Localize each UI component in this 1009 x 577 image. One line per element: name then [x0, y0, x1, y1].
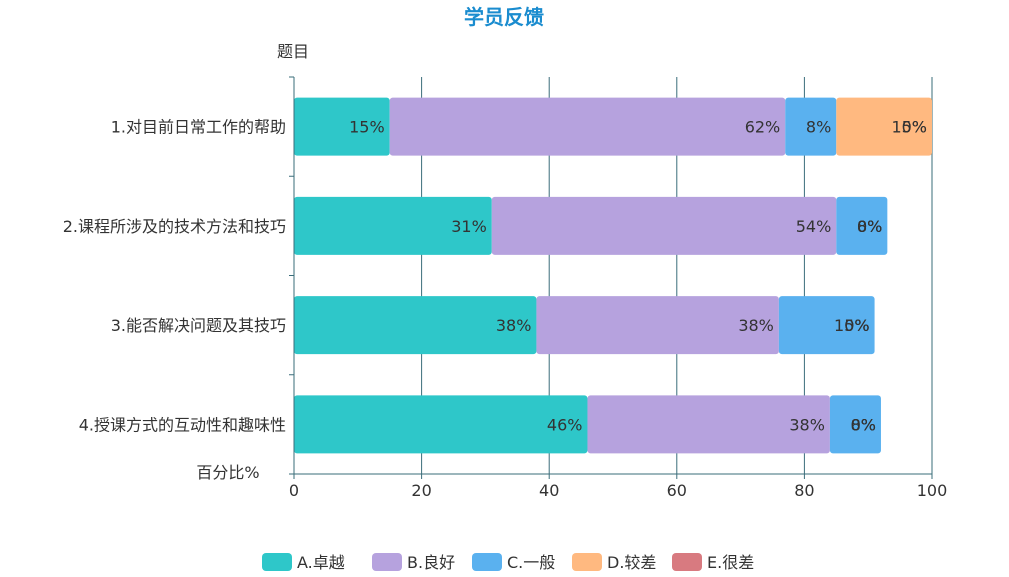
legend-swatch — [472, 553, 502, 571]
legend-label: A.卓越 — [297, 553, 345, 572]
data-label: 15% — [834, 316, 870, 335]
data-label: 0% — [902, 118, 927, 137]
legend-item[interactable]: D.较差 — [572, 553, 656, 572]
data-label: 0% — [857, 217, 882, 236]
legend-label: E.很差 — [707, 553, 754, 572]
data-label: 8% — [857, 217, 882, 236]
category-label: 4.授课方式的互动性和趣味性 — [79, 415, 286, 434]
data-label: 38% — [496, 316, 532, 335]
data-label: 0% — [844, 316, 869, 335]
x-tick-label: 60 — [667, 481, 687, 500]
category-label: 3.能否解决问题及其技巧 — [111, 316, 286, 335]
data-label: 15% — [891, 118, 927, 137]
legend-item[interactable]: B.良好 — [372, 553, 455, 572]
bar-segment — [778, 296, 875, 355]
legend-item[interactable]: A.卓越 — [262, 553, 345, 572]
data-label: 0% — [844, 316, 869, 335]
data-label: 0% — [851, 415, 876, 434]
legend-swatch — [372, 553, 402, 571]
legend-swatch — [572, 553, 602, 571]
x-tick-label: 40 — [539, 481, 559, 500]
chart-title: 学员反馈 — [464, 5, 544, 29]
data-label: 8% — [851, 415, 876, 434]
category-label: 1.对目前日常工作的帮助 — [111, 118, 286, 137]
x-tick-label: 100 — [917, 481, 948, 500]
legend-swatch — [262, 553, 292, 571]
data-labels: 15% 62% 8% 15%0%31% 54% 8%0%0%38% 38% 15%0%0%46… — [349, 118, 927, 435]
data-label: 46% — [547, 415, 583, 434]
data-label: 54% — [796, 217, 832, 236]
bars — [294, 97, 932, 454]
legend-label: C.一般 — [507, 553, 555, 572]
bar-segment — [389, 97, 786, 156]
bar-segment — [294, 97, 390, 156]
bar-segment — [491, 196, 837, 255]
data-label: 8% — [806, 118, 831, 137]
category-label: 2.课程所涉及的技术方法和技巧 — [63, 217, 286, 236]
legend-label: D.较差 — [607, 553, 656, 572]
data-label: 0% — [851, 415, 876, 434]
legend[interactable]: A.卓越 B.良好 C.一般 D.较差 E.很差 — [262, 553, 754, 572]
bar-segment — [294, 196, 492, 255]
data-label: 38% — [789, 415, 825, 434]
legend-label: B.良好 — [407, 553, 455, 572]
x-tick-label: 20 — [411, 481, 431, 500]
bar-segment — [587, 395, 830, 454]
axes: 0 20 40 60 80 100 1.对目前日常工作的帮助 2.课程所涉及的技术方法和技巧 3… — [63, 76, 948, 500]
data-label: 15% — [349, 118, 385, 137]
data-label: 62% — [745, 118, 781, 137]
bar-segment — [785, 97, 837, 156]
x-tick-label: 0 — [289, 481, 299, 500]
bar-segment — [836, 196, 888, 255]
legend-item[interactable]: E.很差 — [672, 553, 754, 572]
bar-segment — [536, 296, 779, 355]
data-label: 31% — [451, 217, 487, 236]
data-label: 0% — [857, 217, 882, 236]
bar-segment — [836, 97, 932, 156]
x-axis-name: 百分比% — [196, 463, 259, 482]
legend-swatch — [672, 553, 702, 571]
bar-segment — [829, 395, 881, 454]
legend-item[interactable]: C.一般 — [472, 553, 555, 572]
x-tick-label: 80 — [794, 481, 814, 500]
y-axis-name: 题目 — [277, 42, 309, 61]
bar-segment — [294, 296, 537, 355]
data-label: 38% — [738, 316, 774, 335]
bar-segment — [294, 395, 588, 454]
